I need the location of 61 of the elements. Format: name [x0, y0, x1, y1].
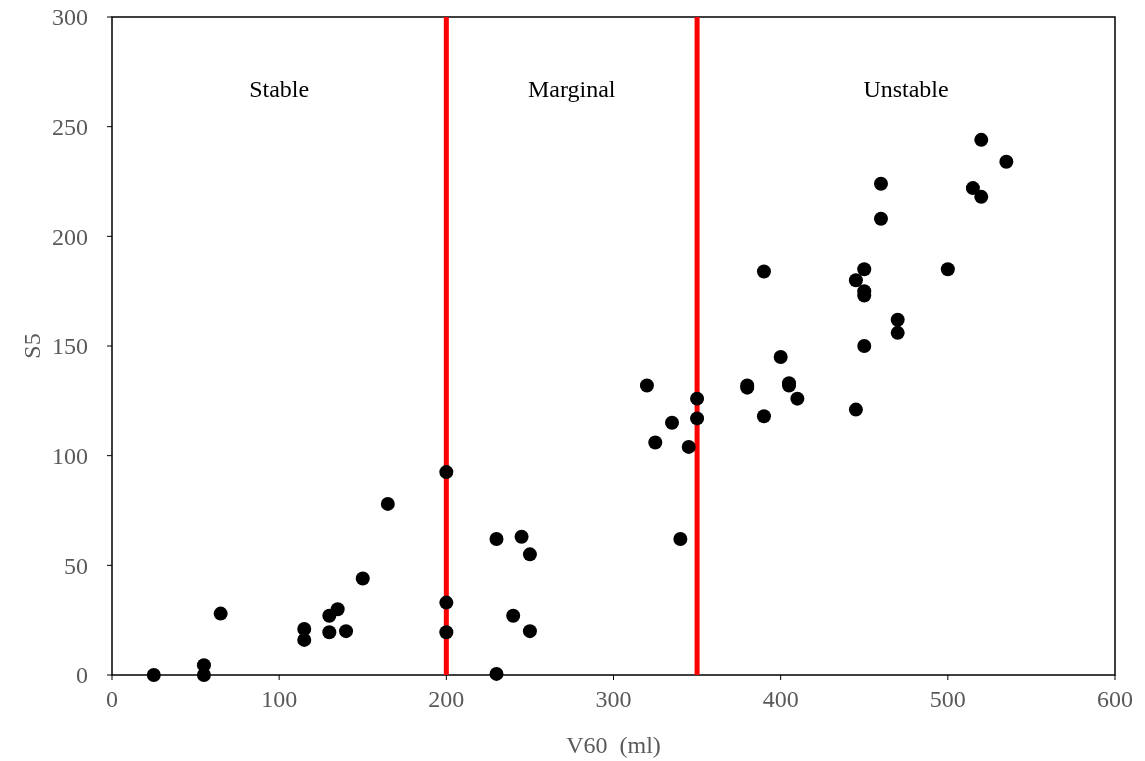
x-tick-label: 600 [1097, 686, 1133, 712]
point [648, 435, 663, 450]
point [439, 465, 454, 480]
x-axis-title: V60 (ml) [566, 732, 661, 758]
point [848, 273, 863, 288]
x-tick-label: 0 [106, 686, 118, 712]
point [848, 402, 863, 417]
point [665, 415, 680, 430]
point [522, 547, 537, 562]
y-tick-label: 250 [52, 114, 88, 141]
annotation: Stable [249, 76, 310, 102]
point [514, 529, 529, 544]
point [322, 625, 337, 640]
point [873, 176, 888, 191]
y-tick-label: 300 [52, 4, 88, 31]
point [213, 606, 228, 621]
point [857, 262, 872, 277]
point [690, 391, 705, 406]
point [196, 668, 211, 682]
point [974, 189, 989, 204]
y-tick-label: 50 [64, 552, 88, 579]
point [297, 632, 312, 647]
point [890, 325, 905, 340]
point [489, 532, 504, 547]
point [339, 624, 354, 639]
y-tick-label: 150 [52, 333, 88, 360]
x-tick-label: 100 [261, 686, 298, 712]
point [890, 312, 905, 327]
y-tick-label: 0 [76, 662, 88, 689]
x-tick-label: 500 [929, 686, 966, 712]
point [673, 532, 688, 547]
point [974, 132, 989, 147]
annotation: Unstable [863, 76, 949, 102]
point [639, 378, 654, 393]
point [522, 624, 537, 639]
point [756, 264, 771, 279]
point [146, 668, 161, 682]
point [873, 211, 888, 226]
point [790, 391, 805, 406]
point [940, 262, 955, 277]
y-axis-title: S5 [19, 333, 45, 359]
annotation: Marginal [527, 76, 616, 102]
point [439, 595, 454, 610]
point [857, 339, 872, 353]
point [999, 154, 1014, 169]
point [773, 349, 788, 364]
point [330, 602, 345, 617]
x-tick-label: 200 [428, 686, 465, 712]
y-tick-label: 100 [52, 443, 88, 470]
point [380, 496, 395, 511]
point [439, 625, 454, 640]
y-tick-label: 200 [52, 223, 88, 250]
point [355, 571, 370, 586]
point [965, 181, 980, 196]
x-tick-label: 300 [595, 686, 632, 712]
point [690, 411, 705, 426]
point [506, 608, 521, 623]
point [489, 666, 504, 681]
point [681, 439, 696, 454]
point [756, 409, 771, 424]
x-tick-label: 400 [762, 686, 799, 712]
